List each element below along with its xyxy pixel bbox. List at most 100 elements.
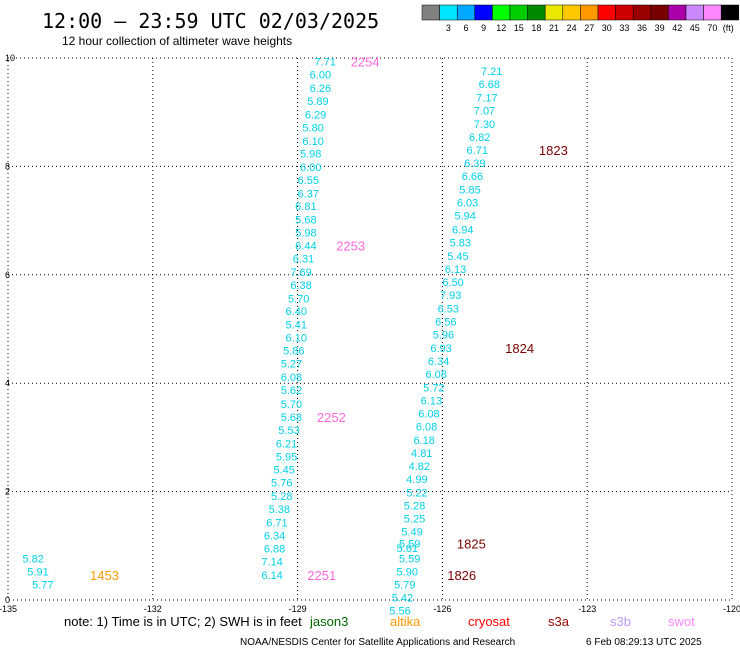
wave-height-label: 6.56 (435, 316, 456, 328)
wave-height-label: 5.68 (281, 412, 302, 424)
wave-height-label: 6.10 (302, 136, 323, 148)
wave-height-label: 5.98 (300, 148, 321, 160)
legend-swatch (544, 4, 564, 21)
legend-swatch (650, 4, 669, 21)
legend-label: 6 (463, 23, 468, 33)
pass-time-label: 1824 (505, 341, 534, 356)
wave-height-label: 5.22 (406, 488, 427, 500)
footer-credit: NOAA/NESDIS Center for Satellite Applica… (240, 637, 515, 648)
wave-height-label: 6.50 (442, 277, 463, 289)
wave-height-label: 6.29 (305, 109, 326, 121)
y-tick-label: 0 (5, 595, 10, 605)
wave-height-label: 6.13 (421, 396, 442, 408)
color-legend: 3 6 9 12 15 18 21 24 27 30 33 36 39 42 45 70 (ft) (421, 4, 740, 33)
x-tick-label: -123 (578, 604, 596, 614)
wave-height-label: 5.25 (404, 514, 425, 526)
wave-height-label: 6.21 (276, 438, 297, 450)
wave-height-label: 6.37 (298, 189, 319, 201)
wave-height-label: 7.07 (474, 106, 495, 118)
wave-height-label: 5.28 (404, 501, 425, 513)
wave-height-label: 5.45 (447, 251, 468, 263)
wave-height-label: 5.90 (397, 566, 418, 578)
legend-swatch (527, 4, 546, 21)
wave-height-label: 7.71 (314, 56, 335, 68)
wave-height-label: 6.00 (310, 69, 331, 81)
wave-height-label: 7.14 (261, 557, 282, 569)
wave-height-label: 6.66 (462, 171, 483, 183)
legend-label: 18 (531, 23, 541, 33)
legend-label: 9 (481, 23, 486, 33)
wave-height-label: 6.08 (418, 409, 439, 421)
wave-height-label: 6.34 (264, 531, 285, 543)
wave-height-label: 6.13 (445, 264, 466, 276)
wave-height-label: 5.86 (283, 346, 304, 358)
legend-label: 42 (672, 23, 682, 33)
wave-height-label: 6.34 (428, 356, 449, 368)
wave-height-label: 5.59 (399, 539, 420, 551)
wave-height-label: 5.76 (271, 477, 292, 489)
axes: -135 -132 -129 -126 -123 -120 0 2 4 6 8 10 (0, 53, 740, 614)
wave-height-label: 4.99 (406, 474, 427, 486)
legend-swatch (421, 4, 440, 21)
y-tick-label: 2 (5, 487, 10, 497)
wave-height-label: 6.31 (293, 254, 314, 266)
wave-height-label: 4.82 (409, 461, 430, 473)
wave-height-label: 6.08 (416, 422, 437, 434)
legend-unit: (ft) (723, 23, 734, 33)
y-tick-label: 6 (5, 270, 10, 280)
wave-height-label: 6.40 (286, 306, 307, 318)
wave-height-label: 6.55 (298, 175, 319, 187)
wave-height-label: 6.88 (264, 544, 285, 556)
pass-time-label: 2254 (351, 54, 380, 69)
x-tick-label: -129 (289, 604, 307, 614)
wave-height-label: 6.71 (266, 517, 287, 529)
wave-height-label: 6.39 (464, 158, 485, 170)
legend-swatch (615, 4, 634, 21)
pass-time-labels: 2254 1823 2253 1824 2252 1825 2251 1826 1453 (90, 54, 568, 583)
wave-height-label: 6.68 (479, 79, 500, 91)
chart-subtitle: 12 hour collection of altimeter wave hei… (62, 34, 292, 48)
wave-height-label: 6.08 (281, 372, 302, 384)
satellite-legend: jason3 altika cryosat s3a s3b swot (309, 614, 695, 629)
legend-label: 36 (637, 23, 647, 33)
legend-swatch (580, 4, 599, 21)
x-tick-label: -132 (144, 604, 162, 614)
wave-height-label: 5.53 (278, 425, 299, 437)
legend-label: 33 (619, 23, 629, 33)
wave-height-label: 5.72 (423, 383, 444, 395)
satellite-s3a: s3a (548, 614, 570, 629)
satellite-s3b: s3b (610, 614, 631, 629)
legend-swatch (562, 4, 581, 21)
wave-height-label: 5.56 (389, 605, 410, 617)
legend-label: 15 (514, 23, 524, 33)
wave-height-label: 5.68 (295, 215, 316, 227)
legend-label: 27 (584, 23, 594, 33)
wave-height-label: 5.94 (454, 211, 475, 223)
wave-height-label: 5.82 (22, 553, 43, 565)
legend-label: 21 (549, 23, 559, 33)
wave-height-label: 6.71 (467, 145, 488, 157)
footer-timestamp: 6 Feb 08:29:13 UTC 2025 (586, 637, 702, 648)
wave-height-label: 6.82 (469, 132, 490, 144)
y-tick-label: 8 (5, 161, 10, 171)
legend-swatch (474, 4, 493, 21)
legend-swatch (509, 4, 528, 21)
wave-height-label: 6.08 (426, 369, 447, 381)
pass-time-label: 1453 (90, 568, 119, 583)
wave-height-label: 5.49 (401, 527, 422, 539)
plot-frame (7, 57, 733, 601)
y-tick-label: 4 (5, 378, 10, 388)
satellite-altika: altika (390, 614, 421, 629)
legend-swatch (632, 4, 652, 21)
legend-label: 30 (602, 23, 612, 33)
wave-height-label: 5.61 (397, 543, 418, 555)
wave-height-label: 5.27 (281, 359, 302, 371)
wave-height-label: 5.38 (269, 504, 290, 516)
grid-lines (8, 58, 732, 600)
wave-height-label: 6.44 (295, 241, 316, 253)
x-tick-label: -120 (723, 604, 740, 614)
wave-height-label: 6.81 (295, 201, 316, 213)
legend-swatch (685, 4, 704, 21)
footer: note: 1) Time is in UTC; 2) SWH is in fe… (64, 614, 702, 648)
legend-swatch (439, 4, 458, 21)
